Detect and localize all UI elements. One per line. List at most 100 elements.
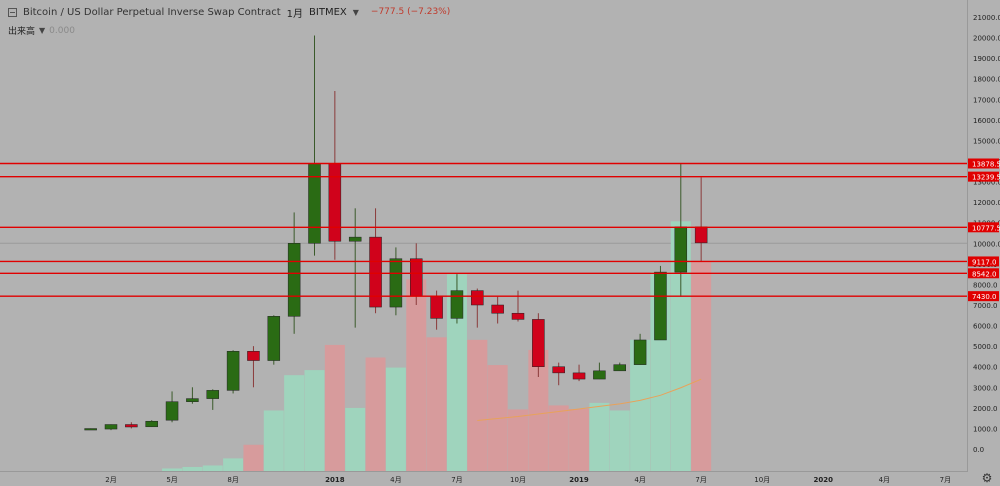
volume-bar: [406, 279, 427, 471]
y-tick-label: 2000.0: [973, 405, 998, 413]
y-tick-label: 1000.0: [973, 425, 998, 433]
candle-body: [308, 163, 321, 244]
candle-body: [328, 163, 342, 242]
volume-bar: [528, 349, 549, 471]
volume-bar: [243, 444, 264, 471]
x-tick-label: 2020: [814, 476, 834, 484]
volume-value: 0.000: [49, 25, 75, 36]
chevron-down-icon[interactable]: ▼: [39, 26, 46, 35]
volume-bar: [202, 465, 223, 471]
axis-separator: [967, 0, 968, 471]
volume-bar: [691, 261, 712, 471]
candle-body: [247, 351, 260, 361]
candle-body: [593, 370, 606, 380]
collapse-icon[interactable]: [8, 7, 17, 17]
candle-body: [145, 420, 158, 428]
candle-body: [287, 243, 301, 317]
candle-body: [84, 428, 97, 431]
volume-bar: [426, 337, 447, 471]
x-tick-label: 4月: [879, 476, 890, 484]
x-tick-label: 7月: [940, 476, 951, 484]
volume-bar: [182, 466, 203, 471]
volume-bar: [569, 408, 590, 471]
price-line-label: 8542.0: [972, 270, 997, 278]
candle-body: [165, 401, 179, 421]
y-tick-label: 21000.0: [973, 14, 1000, 22]
volume-bar: [284, 375, 305, 471]
volume-bar: [365, 357, 386, 471]
candle-body: [552, 366, 565, 374]
volume-bar: [345, 407, 366, 471]
volume-bar: [263, 410, 284, 471]
candle-body: [471, 290, 484, 306]
price-line-label-box: [968, 171, 999, 182]
volume-bar: [162, 468, 183, 471]
volume-label[interactable]: 出来高: [8, 27, 36, 37]
candle-body: [125, 424, 138, 428]
x-tick-label: 2019: [569, 476, 589, 484]
candle-body: [267, 316, 281, 361]
chart-header: Bitcoin / US Dollar Perpetual Inverse Sw…: [8, 5, 451, 20]
candle-body: [410, 258, 423, 296]
candle-body: [104, 424, 118, 430]
price-line-label-box: [968, 158, 999, 169]
volume-bar: [467, 339, 488, 471]
x-tick-label: 5月: [166, 476, 177, 484]
interval-label[interactable]: 1月: [286, 8, 304, 20]
candle-body: [430, 295, 443, 319]
candle-body: [369, 236, 382, 308]
price-line-label: 9117.0: [972, 258, 997, 266]
y-tick-label: 17000.0: [973, 96, 1000, 104]
price-line-label-box: [968, 268, 999, 279]
candle-body: [206, 390, 219, 399]
y-tick-label: 5000.0: [973, 343, 998, 351]
y-tick-label: 8000.0: [973, 281, 998, 289]
y-tick-label: 0.0: [973, 446, 984, 454]
x-tick-label: 7月: [451, 476, 462, 484]
volume-bar: [304, 370, 325, 471]
y-tick-label: 19000.0: [973, 55, 1000, 63]
candle-body: [532, 319, 545, 367]
time-axis-separator: [0, 471, 968, 472]
volume-bar: [446, 274, 467, 471]
candle-body: [226, 351, 240, 391]
candle-body: [613, 364, 626, 372]
gear-icon[interactable]: ⚙: [981, 471, 993, 485]
chevron-down-icon[interactable]: ▼: [352, 7, 359, 17]
price-change: −777.5 (−7.23%): [370, 7, 451, 17]
candle-body: [348, 236, 362, 242]
candle-body: [491, 304, 504, 314]
y-tick-label: 7000.0: [973, 302, 998, 310]
x-tick-label: 10月: [510, 476, 526, 484]
y-tick-label: 13000.0: [973, 179, 1000, 187]
y-tick-label: 10000.0: [973, 240, 1000, 248]
price-line-label-box: [968, 291, 999, 302]
price-line-label: 13239.5: [972, 174, 1000, 182]
volume-bar: [609, 410, 630, 471]
price-line-label: 10777.5: [972, 224, 1000, 232]
symbol-title[interactable]: Bitcoin / US Dollar Perpetual Inverse Sw…: [23, 6, 281, 18]
volume-bar: [324, 344, 345, 471]
candle-body: [674, 226, 688, 273]
x-tick-label: 8月: [227, 476, 238, 484]
x-tick-label: 10月: [754, 476, 770, 484]
y-tick-label: 12000.0: [973, 199, 1000, 207]
x-tick-label: 4月: [390, 476, 401, 484]
price-line-label-box: [968, 222, 999, 233]
candle-body: [572, 372, 586, 380]
candle-body: [389, 258, 403, 308]
x-tick-label: 4月: [634, 476, 645, 484]
price-line-label: 7430.0: [972, 293, 997, 301]
y-tick-label: 15000.0: [973, 137, 1000, 145]
candle-body: [450, 290, 464, 319]
volume-bar: [223, 458, 244, 471]
candle-body: [633, 339, 647, 365]
candle-body: [186, 398, 199, 402]
y-tick-label: 3000.0: [973, 384, 998, 392]
y-tick-label: 16000.0: [973, 117, 1000, 125]
x-tick-label: 2月: [105, 476, 116, 484]
exchange-label[interactable]: BITMEX: [309, 6, 347, 18]
volume-ma-line: [477, 378, 702, 422]
